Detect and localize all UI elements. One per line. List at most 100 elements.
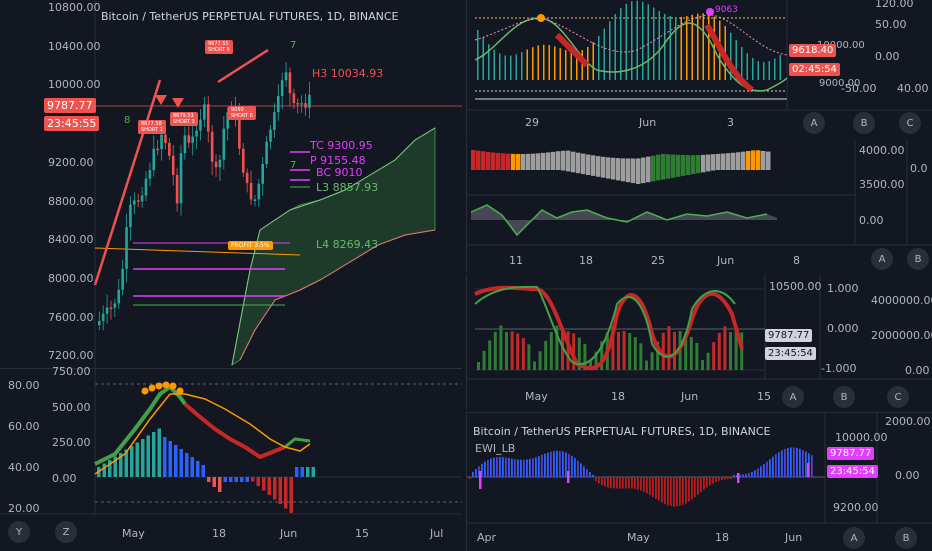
histogram-bar	[576, 51, 578, 80]
ewi-bar	[661, 477, 663, 503]
stoch-bar	[729, 332, 732, 370]
red-wave-line	[704, 23, 754, 93]
red-wave-line	[554, 32, 590, 68]
ewi-bar	[613, 477, 615, 489]
ewi-bar	[811, 455, 813, 477]
y-button[interactable]: Y	[8, 521, 30, 543]
ewi-bar	[487, 459, 489, 477]
a-button[interactable]: A	[871, 248, 893, 270]
histogram-bar	[548, 45, 550, 80]
histogram-bar	[273, 477, 277, 500]
stoch-bar	[561, 332, 564, 370]
ewi-bar	[469, 477, 471, 479]
right-bottom-panel[interactable]: Bitcoin / TetherUS PERPETUAL FUTURES, 1D…	[466, 412, 932, 551]
histogram-bar	[763, 62, 765, 80]
b-button[interactable]: B	[833, 386, 855, 408]
volume-block	[626, 158, 631, 183]
osc-right-tick: 750.00	[52, 365, 91, 378]
ewi-bar	[478, 466, 480, 477]
c-button[interactable]: C	[899, 112, 921, 134]
ewi-bar	[727, 477, 729, 480]
stoch-bar	[650, 352, 654, 370]
time-tick: Jul	[430, 527, 444, 540]
stoch-bar	[521, 338, 525, 370]
histogram-bar	[201, 465, 205, 477]
price-tick: 9200.00	[48, 155, 94, 169]
main-chart-panel[interactable]: Bitcoin / TetherUS PERPETUAL FUTURES, 1D…	[0, 0, 462, 368]
ewi-bar	[775, 454, 777, 477]
stoch-bar	[667, 326, 671, 370]
stoch-bar	[617, 332, 620, 370]
right-top-panel[interactable]: 9063 10000.00 9000.00 120.00 50.00 0.00 -50.…	[466, 0, 932, 138]
ewi-bar	[685, 477, 687, 504]
right-tick: 0.00	[875, 50, 900, 63]
ewi-bar	[520, 459, 522, 477]
stoch-bar	[488, 340, 492, 370]
b-button[interactable]: B	[907, 248, 929, 270]
b-button[interactable]: B	[853, 112, 875, 134]
volume-block	[576, 152, 581, 174]
stoch-bar	[611, 325, 615, 370]
volume-block	[531, 153, 536, 170]
histogram-bar	[251, 477, 255, 482]
histogram-bar	[477, 30, 479, 80]
right-stoch-panel[interactable]: 10500.00 1.000 0.000 -1.000 4000000.00 2000…	[466, 274, 932, 410]
volume-block	[636, 158, 641, 184]
osc-left-tick: 20.00	[8, 502, 40, 515]
wave-red-line	[183, 402, 286, 460]
histogram-bar	[581, 50, 583, 80]
main-price-chart[interactable]	[0, 0, 462, 368]
histogram-bar	[499, 53, 501, 80]
a-button[interactable]: A	[782, 386, 804, 408]
mid-tick: 3500.00	[859, 178, 905, 191]
oscillator-chart[interactable]	[0, 369, 462, 551]
countdown-tag: 23:45:54	[827, 465, 878, 478]
histogram-bar	[592, 42, 594, 80]
oscillator-panel[interactable]: 80.00 60.00 40.00 20.00 750.00 500.00 250.00 0…	[0, 365, 462, 551]
ewi-bar	[481, 463, 483, 477]
stoch-value-tick: 0.000	[827, 322, 859, 335]
histogram-bar	[570, 51, 572, 80]
stoch-bar	[639, 343, 643, 370]
volume-oscillator-chart[interactable]	[467, 140, 932, 272]
stoch-bar	[544, 340, 548, 370]
stoch-bar	[740, 332, 744, 370]
stoch-bar	[673, 332, 676, 370]
b-button[interactable]: B	[895, 527, 917, 549]
ewi-bar	[475, 468, 477, 477]
volume-block	[481, 151, 486, 170]
volume-block	[766, 151, 771, 170]
ewi-bar	[679, 477, 681, 506]
histogram-bar	[752, 58, 754, 80]
right-tick: 50.00	[875, 18, 907, 31]
z-button[interactable]: Z	[55, 521, 77, 543]
green-area-line	[474, 17, 788, 92]
wave-oscillator-chart[interactable]	[467, 0, 932, 138]
a-button[interactable]: A	[843, 527, 865, 549]
time-tick: Jun	[280, 527, 298, 540]
ewi-value-tick: 0.00	[895, 469, 920, 482]
osc-left-tick: 80.00	[8, 379, 40, 392]
stoch-bar	[633, 337, 637, 370]
ewi-bar	[493, 457, 495, 477]
stochastic-chart[interactable]	[467, 274, 932, 410]
ewi-bar	[517, 459, 519, 477]
ewi-chart[interactable]	[467, 413, 932, 551]
trade-label: 9050 SHORT 6	[228, 106, 256, 120]
stoch-bar	[533, 361, 536, 370]
histogram-bar	[697, 13, 699, 80]
a-button[interactable]: A	[803, 112, 825, 134]
histogram-bar	[598, 35, 600, 80]
ewi-bar	[658, 477, 660, 501]
c-button[interactable]: C	[887, 386, 909, 408]
volume-block	[596, 156, 601, 177]
right-mid-panel[interactable]: 4000.00 3500.00 0.0 0.00 11 18 25 Jun 8 A B	[466, 140, 932, 272]
ewi-bar	[697, 477, 699, 495]
histogram-bar	[135, 442, 139, 477]
stoch-bar	[712, 342, 716, 370]
ewi-bar	[787, 447, 789, 477]
histogram-bar	[554, 46, 556, 80]
histogram-bar	[631, 1, 633, 80]
ewi-bar	[496, 457, 498, 477]
histogram-bar	[124, 449, 128, 477]
